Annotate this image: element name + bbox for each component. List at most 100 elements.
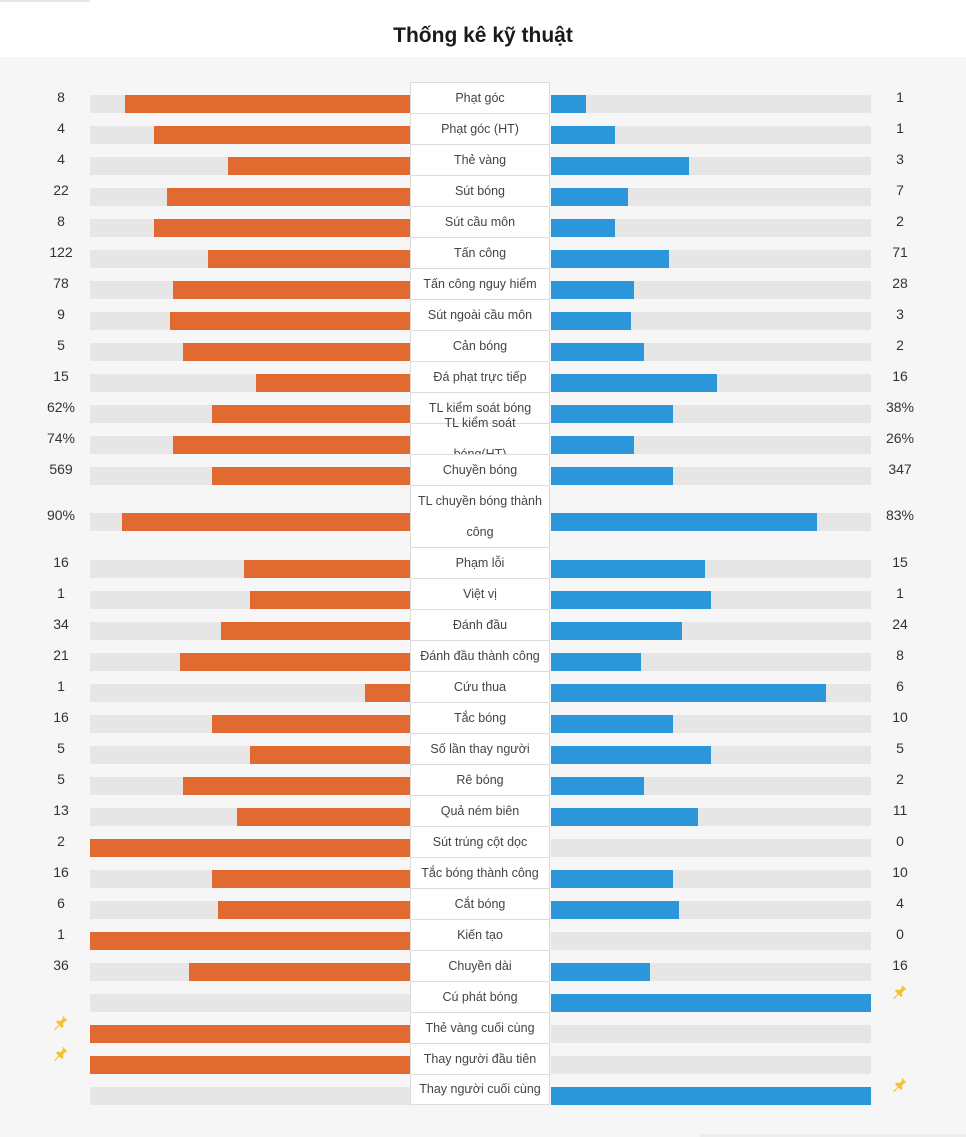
away-bar xyxy=(551,714,673,733)
away-bar-track xyxy=(551,187,871,206)
home-bar-track xyxy=(90,776,410,795)
home-bar-track xyxy=(90,187,410,206)
stat-label: Cản bóng xyxy=(410,330,550,361)
home-value: 34 xyxy=(53,615,69,632)
stat-label: TL kiểm soát bóng(HT) xyxy=(410,416,550,461)
away-value: 71 xyxy=(892,243,908,260)
home-value: 5 xyxy=(57,770,65,787)
away-bar-track xyxy=(551,869,871,888)
away-bar-track xyxy=(551,311,871,330)
home-value: 1 xyxy=(57,925,65,942)
away-value: 24 xyxy=(892,615,908,632)
home-bar-track xyxy=(90,249,410,268)
away-value: 1 xyxy=(896,584,904,601)
home-bar-track xyxy=(90,900,410,919)
home-bar xyxy=(90,838,410,857)
home-bar-track xyxy=(90,962,410,981)
away-bar-track xyxy=(551,900,871,919)
away-bar xyxy=(551,993,871,1012)
away-bar-track xyxy=(551,218,871,237)
header: Thống kê kỹ thuật xyxy=(0,0,966,57)
home-bar-track xyxy=(90,156,410,175)
stat-row: 1 Cứu thua 6 xyxy=(0,671,966,702)
stat-row: 9 Sút ngoài cầu môn 3 xyxy=(0,299,966,330)
away-value: 83% xyxy=(885,507,915,523)
home-bar xyxy=(212,404,410,423)
stat-label: TL chuyền bóng thành công xyxy=(410,485,550,547)
away-value: 2 xyxy=(896,336,904,353)
home-bar xyxy=(189,962,410,981)
home-bar xyxy=(256,373,410,392)
away-value: 38% xyxy=(885,398,915,415)
stat-row: 1 Kiến tạo 0 xyxy=(0,919,966,950)
away-bar xyxy=(551,156,689,175)
away-value: 2 xyxy=(896,770,904,787)
home-value: 5 xyxy=(57,739,65,756)
stat-row: 1 Việt vị 1 xyxy=(0,578,966,609)
away-value: 11 xyxy=(892,801,908,818)
stat-label: Sút ngoài cầu môn xyxy=(410,299,550,330)
home-value: 16 xyxy=(53,863,69,880)
away-bar-track xyxy=(551,993,871,1012)
stat-label: Đá phạt trực tiếp xyxy=(410,361,550,392)
away-bar xyxy=(551,404,673,423)
stat-label: Chuyền dài xyxy=(410,950,550,981)
home-value: 122 xyxy=(49,243,73,260)
home-value: 16 xyxy=(53,553,69,570)
stat-row: 4 Phạt góc (HT) 1 xyxy=(0,113,966,144)
home-bar xyxy=(365,683,410,702)
home-bar xyxy=(154,125,410,144)
away-bar xyxy=(551,559,705,578)
away-bar xyxy=(551,94,586,113)
home-bar-track xyxy=(90,652,410,671)
away-bar xyxy=(551,218,615,237)
pin-icon xyxy=(892,1076,908,1092)
home-bar-track xyxy=(90,466,410,485)
home-bar-track xyxy=(90,435,410,454)
stat-label: Tắc bóng xyxy=(410,702,550,733)
stat-label: Số lần thay người xyxy=(410,733,550,764)
away-bar xyxy=(551,683,826,702)
stat-label: Sút trúng cột dọc xyxy=(410,826,550,857)
away-bar xyxy=(551,125,615,144)
home-bar xyxy=(208,249,410,268)
home-bar xyxy=(212,466,410,485)
stat-label: Thay người đầu tiên xyxy=(410,1043,550,1074)
away-value: 28 xyxy=(892,274,908,291)
stat-row: 16 Tắc bóng 10 xyxy=(0,702,966,733)
stat-row: 21 Đánh đầu thành công 8 xyxy=(0,640,966,671)
away-bar-track xyxy=(551,1055,871,1074)
home-bar-track xyxy=(90,373,410,392)
stat-label: Cắt bóng xyxy=(410,888,550,919)
home-bar xyxy=(212,714,410,733)
stat-label: Phạt góc (HT) xyxy=(410,113,550,144)
stat-label: Đánh đầu thành công xyxy=(410,640,550,671)
home-bar-track xyxy=(90,807,410,826)
away-bar-track xyxy=(551,342,871,361)
stat-row: Thay người đầu tiên xyxy=(0,1043,966,1074)
away-bar-track xyxy=(551,435,871,454)
away-bar xyxy=(551,652,641,671)
away-bar-track xyxy=(551,621,871,640)
stat-row: 5 Cản bóng 2 xyxy=(0,330,966,361)
away-bar xyxy=(551,621,682,640)
stat-row: Cú phát bóng xyxy=(0,981,966,1012)
home-bar xyxy=(173,435,410,454)
stat-label: Thẻ vàng cuối cùng xyxy=(410,1012,550,1043)
away-bar-track xyxy=(551,807,871,826)
home-bar-track xyxy=(90,683,410,702)
stat-row: 8 Sút cầu môn 2 xyxy=(0,206,966,237)
home-bar xyxy=(90,1024,410,1043)
page-title: Thống kê kỹ thuật xyxy=(393,24,573,47)
away-bar-track xyxy=(551,931,871,950)
away-value: 4 xyxy=(896,894,904,911)
stat-row: 16 Phạm lỗi 15 xyxy=(0,547,966,578)
stat-row: Thay người cuối cùng xyxy=(0,1074,966,1105)
away-bar xyxy=(551,249,669,268)
stat-label: Quả ném biên xyxy=(410,795,550,826)
home-value: 16 xyxy=(53,708,69,725)
stat-row: 78 Tấn công nguy hiểm 28 xyxy=(0,268,966,299)
away-value: 347 xyxy=(888,460,912,477)
home-bar xyxy=(90,1055,410,1074)
stat-label: Thay người cuối cùng xyxy=(410,1074,550,1105)
